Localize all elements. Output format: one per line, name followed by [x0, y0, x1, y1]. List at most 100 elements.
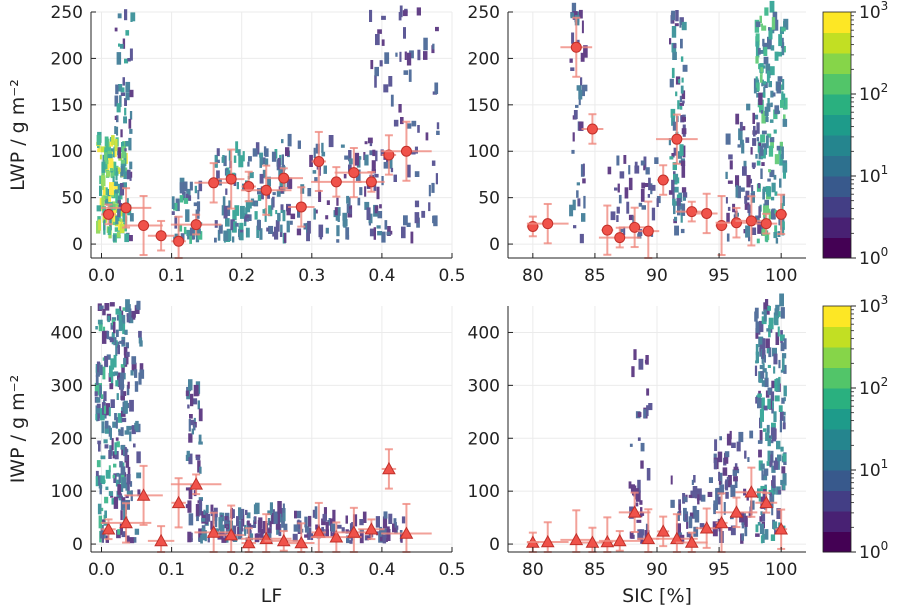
x-tick-label: 0.1: [158, 266, 185, 286]
density-cell: [95, 414, 99, 421]
data-point: [348, 167, 360, 179]
density-cell: [572, 199, 576, 211]
density-cell: [203, 509, 206, 515]
density-cell: [783, 18, 789, 30]
density-cell: [759, 516, 762, 522]
density-cell: [304, 534, 309, 538]
density-cell: [191, 428, 194, 435]
density-cell: [753, 87, 757, 94]
density-cell: [237, 526, 240, 536]
density-cell: [130, 481, 133, 487]
x-tick-label: 90: [646, 560, 668, 580]
density-cell: [253, 516, 256, 522]
density-cell: [359, 529, 364, 533]
density-cell: [755, 154, 758, 159]
density-cell: [123, 116, 127, 124]
density-cell: [108, 196, 111, 202]
density-cell: [403, 215, 408, 226]
density-cell: [122, 391, 127, 396]
density-cell: [223, 230, 229, 242]
density-cell: [725, 479, 729, 491]
density-cell: [134, 528, 140, 535]
density-cell: [654, 157, 659, 164]
density-cell: [276, 189, 281, 197]
density-cell: [244, 216, 249, 222]
density-cell: [758, 92, 763, 105]
density-cell: [126, 304, 131, 309]
density-cell: [234, 205, 240, 216]
density-cell: [199, 499, 203, 506]
data-point: [260, 184, 272, 196]
density-cell: [101, 531, 104, 543]
density-cell: [768, 27, 773, 40]
density-cell: [336, 197, 339, 206]
density-cell: [634, 165, 640, 174]
density-cell: [133, 443, 136, 448]
density-cell: [573, 225, 577, 229]
density-cell: [577, 198, 581, 207]
density-cell: [171, 211, 175, 215]
y-tick-label: 200: [51, 49, 83, 69]
density-cell: [739, 121, 743, 131]
data-point: [656, 524, 671, 537]
density-cell: [129, 399, 134, 412]
density-cell: [115, 344, 118, 356]
density-cell: [117, 529, 122, 535]
density-cell: [126, 474, 131, 485]
density-cell: [125, 141, 131, 147]
density-cell: [674, 216, 678, 222]
x-tick-label: 0.5: [438, 266, 465, 286]
density-cell: [763, 468, 769, 476]
density-cell: [764, 7, 769, 16]
density-cell: [129, 89, 134, 98]
density-cell: [182, 191, 186, 201]
density-cell: [113, 496, 119, 509]
data-point: [313, 155, 325, 167]
density-cell: [576, 190, 579, 198]
density-cell: [759, 145, 764, 156]
density-cell: [580, 52, 585, 62]
density-cell: [761, 380, 765, 387]
density-cell: [643, 409, 647, 419]
density-cell: [119, 340, 124, 344]
density-cell: [130, 370, 134, 376]
density-cell: [115, 308, 120, 315]
density-cell: [138, 372, 142, 385]
density-cell: [376, 225, 381, 229]
density-cell: [626, 201, 630, 214]
density-cell: [104, 510, 107, 518]
density-cell: [193, 423, 196, 431]
data-point: [701, 207, 713, 219]
x-tick-label: 85: [584, 266, 606, 286]
density-cell: [119, 372, 125, 382]
x-tick-label: 0.3: [298, 266, 325, 286]
density-cell: [647, 194, 650, 198]
density-cell: [348, 150, 352, 162]
density-cell: [675, 10, 679, 22]
density-cell: [374, 66, 379, 77]
density-cell: [383, 161, 389, 169]
density-cell: [643, 164, 646, 171]
density-cell: [651, 207, 656, 221]
density-cell: [771, 505, 774, 516]
density-cell: [123, 508, 127, 521]
density-cell: [117, 13, 122, 19]
density-cell: [119, 306, 122, 316]
density-cell: [766, 70, 770, 83]
colorbar-segment: [823, 449, 851, 471]
density-cell: [268, 225, 274, 234]
density-cell: [266, 227, 269, 232]
density-cell: [115, 172, 118, 181]
density-cell: [193, 202, 198, 207]
data-point: [745, 215, 757, 227]
density-cell: [707, 491, 713, 497]
density-cell: [749, 430, 754, 439]
density-cell: [776, 508, 781, 519]
density-cell: [411, 120, 417, 127]
density-cell: [315, 524, 320, 530]
density-cell: [319, 227, 323, 240]
density-cell: [755, 21, 761, 28]
density-cell: [103, 405, 107, 414]
density-cell: [97, 475, 102, 486]
density-cell: [752, 164, 755, 169]
